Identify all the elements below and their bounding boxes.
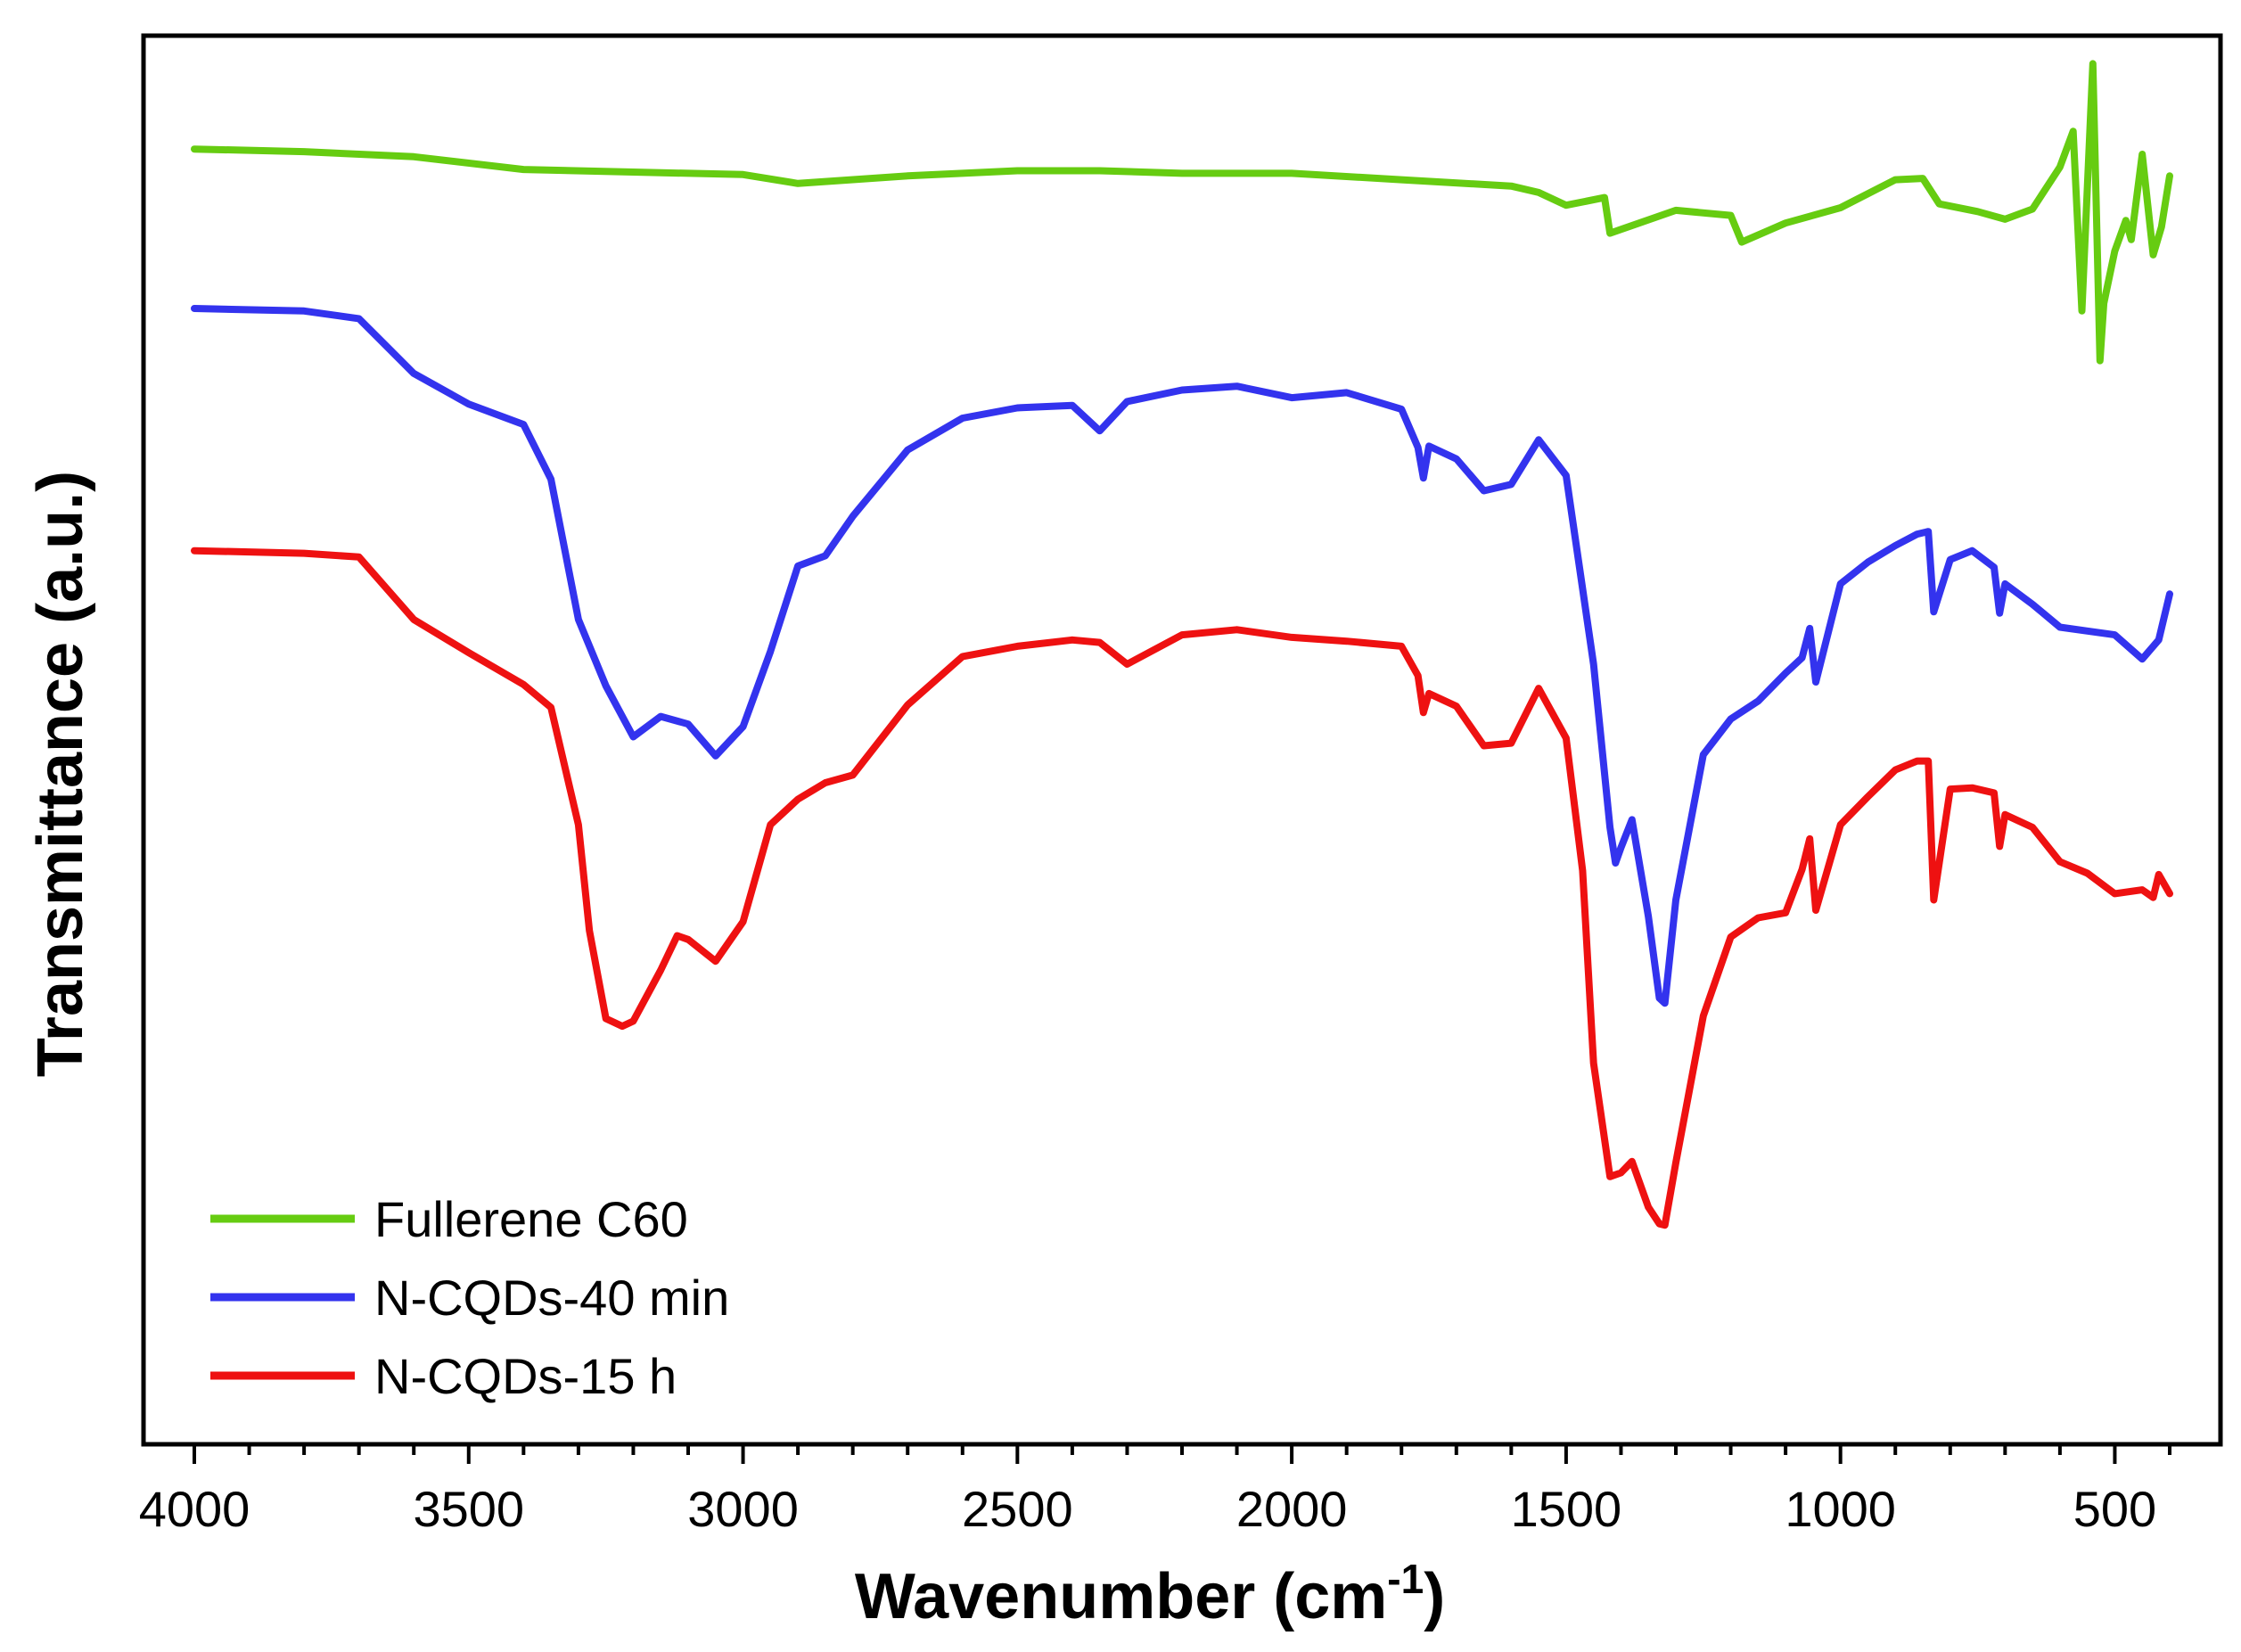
x-tick-label: 4000	[139, 1481, 250, 1537]
series-line-1	[191, 305, 2173, 1007]
x-tick-label: 3000	[687, 1481, 799, 1537]
legend-label-fullerene: Fullerene C60	[374, 1191, 688, 1247]
series-line-2	[191, 547, 2173, 1229]
legend: Fullerene C60 N-CQDs-40 min N-CQDs-15 h	[210, 1191, 729, 1404]
x-tick-label: 1000	[1785, 1481, 1896, 1537]
x-tick-label: 500	[2073, 1481, 2156, 1537]
x-tick-label: 3500	[413, 1481, 524, 1537]
series-layer	[191, 60, 2173, 1229]
legend-label-ncqds-40min: N-CQDs-40 min	[374, 1270, 729, 1326]
x-axis-title-close: )	[1424, 1561, 1445, 1632]
x-ticks: 4000 3500 3000 2500 2000 1500 1000 500	[139, 1444, 2171, 1537]
x-axis-title-main: Wavenumber (cm	[855, 1561, 1387, 1632]
x-tick-label: 2500	[962, 1481, 1073, 1537]
x-tick-label: 1500	[1511, 1481, 1622, 1537]
y-axis-title: Transmittance (a.u.)	[25, 471, 96, 1077]
series-line-0	[191, 60, 2173, 365]
x-axis-title-sup: -1	[1387, 1556, 1424, 1602]
legend-label-ncqds-15h: N-CQDs-15 h	[374, 1348, 677, 1404]
x-axis-title: Wavenumber (cm-1)	[855, 1556, 1445, 1632]
x-tick-label: 2000	[1236, 1481, 1348, 1537]
